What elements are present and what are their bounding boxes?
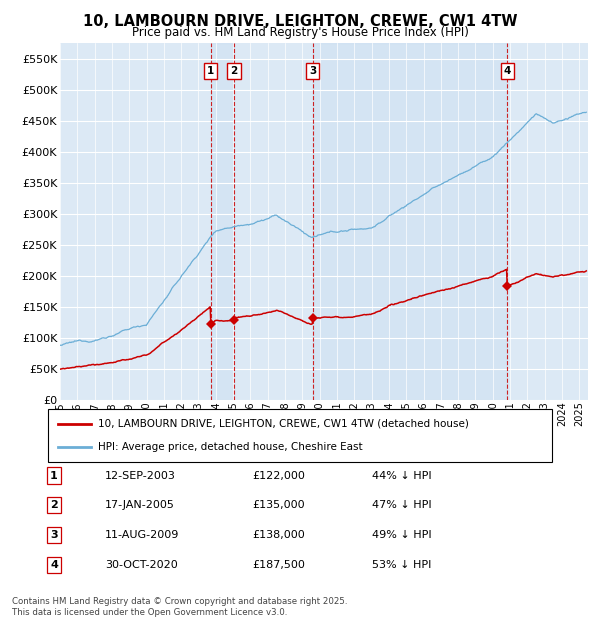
Text: 30-OCT-2020: 30-OCT-2020 [105, 560, 178, 570]
Text: 4: 4 [503, 66, 511, 76]
Text: 12-SEP-2003: 12-SEP-2003 [105, 471, 176, 480]
Text: 3: 3 [309, 66, 316, 76]
Text: 11-AUG-2009: 11-AUG-2009 [105, 530, 179, 540]
Text: 10, LAMBOURN DRIVE, LEIGHTON, CREWE, CW1 4TW: 10, LAMBOURN DRIVE, LEIGHTON, CREWE, CW1… [83, 14, 517, 29]
Text: 2: 2 [230, 66, 238, 76]
Text: 3: 3 [50, 530, 58, 540]
Text: 1: 1 [207, 66, 214, 76]
Text: 17-JAN-2005: 17-JAN-2005 [105, 500, 175, 510]
Text: 47% ↓ HPI: 47% ↓ HPI [372, 500, 431, 510]
Text: £122,000: £122,000 [252, 471, 305, 480]
Text: 1: 1 [50, 471, 58, 480]
Bar [313, 43, 507, 400]
Bar [211, 43, 234, 400]
Text: £187,500: £187,500 [252, 560, 305, 570]
Text: 44% ↓ HPI: 44% ↓ HPI [372, 471, 431, 480]
Text: Price paid vs. HM Land Registry's House Price Index (HPI): Price paid vs. HM Land Registry's House … [131, 26, 469, 39]
Text: 10, LAMBOURN DRIVE, LEIGHTON, CREWE, CW1 4TW (detached house): 10, LAMBOURN DRIVE, LEIGHTON, CREWE, CW1… [98, 419, 469, 429]
Text: £138,000: £138,000 [252, 530, 305, 540]
Text: 53% ↓ HPI: 53% ↓ HPI [372, 560, 431, 570]
Text: 2: 2 [50, 500, 58, 510]
Text: 49% ↓ HPI: 49% ↓ HPI [372, 530, 431, 540]
Text: £135,000: £135,000 [252, 500, 305, 510]
Text: HPI: Average price, detached house, Cheshire East: HPI: Average price, detached house, Ches… [98, 442, 363, 452]
FancyBboxPatch shape [48, 409, 552, 462]
Text: Contains HM Land Registry data © Crown copyright and database right 2025.
This d: Contains HM Land Registry data © Crown c… [12, 598, 347, 617]
Text: 4: 4 [50, 560, 58, 570]
